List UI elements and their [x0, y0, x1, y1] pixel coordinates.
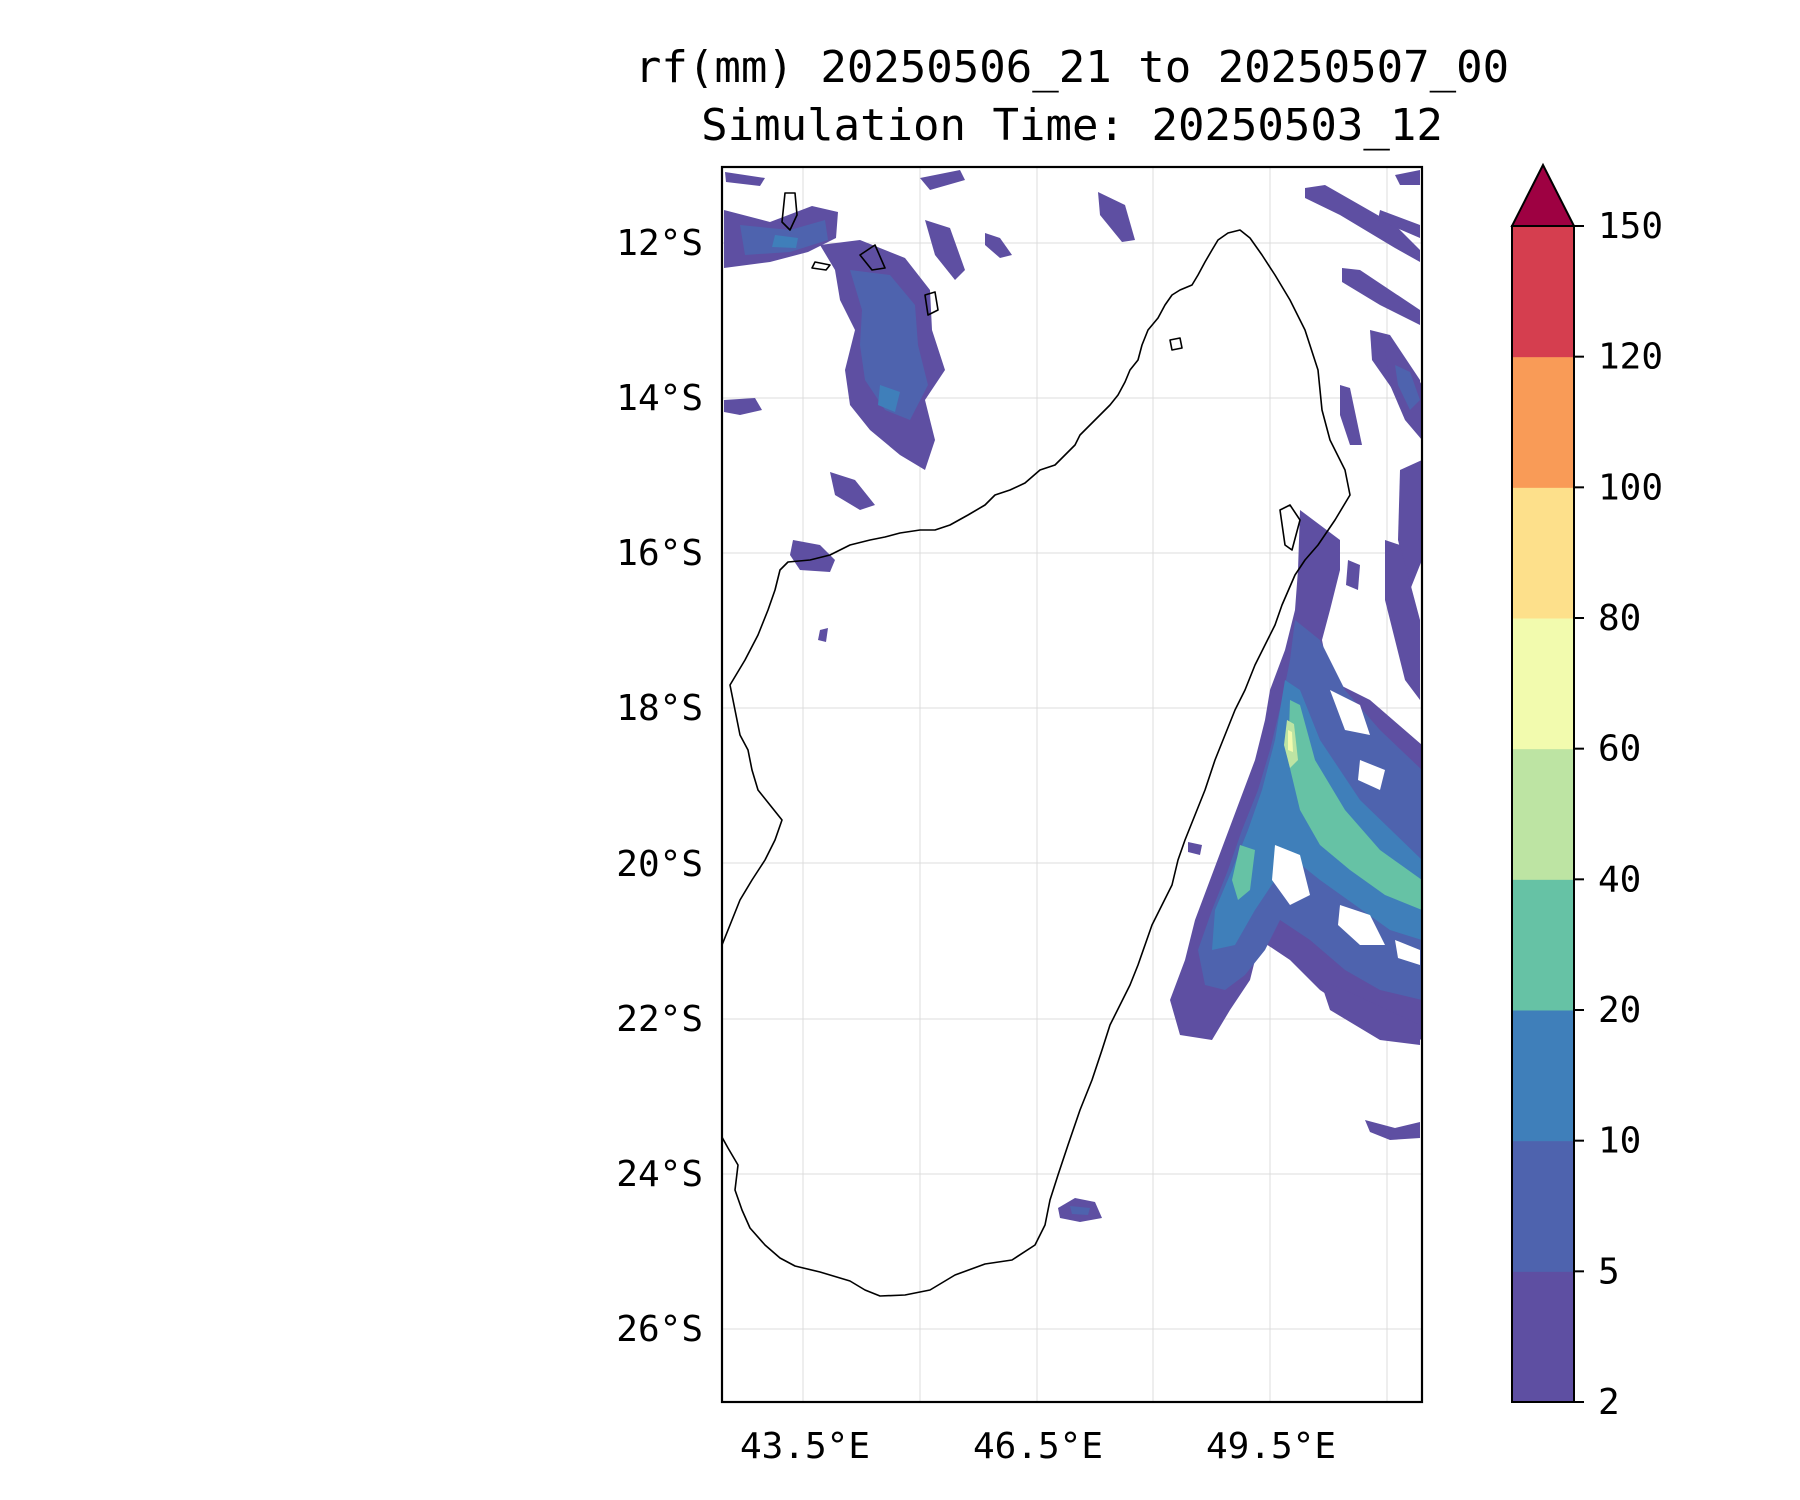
lat-tick-label: 16°S [616, 533, 703, 574]
lat-tick-label: 14°S [616, 378, 703, 419]
colorbar-tick-label: 120 [1598, 337, 1663, 378]
rain-cell [1346, 560, 1360, 590]
lon-axis: 43.5°E 46.5°E 49.5°E [740, 1426, 1336, 1467]
colorbar: 2 5 10 20 40 60 80 100 120 150 [1512, 165, 1663, 1423]
map-title: rf(mm) 20250506_21 to 20250507_00 [635, 42, 1509, 93]
lat-tick-label: 26°S [616, 1309, 703, 1350]
map-panel [682, 167, 1422, 1402]
lat-tick-label: 20°S [616, 844, 703, 885]
lat-tick-label: 12°S [616, 223, 703, 264]
colorbar-segment [1512, 1010, 1574, 1141]
lat-tick-label: 24°S [616, 1154, 703, 1195]
lon-tick-label: 49.5°E [1206, 1426, 1336, 1467]
colorbar-tick-label: 100 [1598, 467, 1663, 508]
colorbar-segment [1512, 226, 1574, 357]
colorbar-segments [1512, 226, 1574, 1403]
lat-tick-label: 22°S [616, 999, 703, 1040]
colorbar-tick-label: 2 [1598, 1382, 1620, 1423]
colorbar-tick-label: 80 [1598, 598, 1641, 639]
colorbar-tick-label: 150 [1598, 206, 1663, 247]
lon-tick-label: 46.5°E [973, 1426, 1103, 1467]
lat-axis: 12°S 14°S 16°S 18°S 20°S 22°S 24°S 26°S [616, 223, 703, 1350]
colorbar-segment [1512, 1271, 1574, 1402]
lon-tick-label: 43.5°E [740, 1426, 870, 1467]
colorbar-segment [1512, 618, 1574, 749]
map-subtitle: Simulation Time: 20250503_12 [701, 100, 1443, 151]
colorbar-tick-label: 40 [1598, 859, 1641, 900]
colorbar-tick-label: 5 [1598, 1251, 1620, 1292]
colorbar-tick-label: 20 [1598, 990, 1641, 1031]
colorbar-segment [1512, 879, 1574, 1010]
colorbar-tick-label: 10 [1598, 1121, 1641, 1162]
colorbar-ticks: 2 5 10 20 40 60 80 100 120 150 [1574, 206, 1663, 1423]
colorbar-segment [1512, 487, 1574, 618]
colorbar-segment [1512, 357, 1574, 488]
colorbar-segment [1512, 749, 1574, 880]
colorbar-extend-triangle [1512, 165, 1574, 226]
lat-tick-label: 18°S [616, 688, 703, 729]
colorbar-segment [1512, 1141, 1574, 1272]
colorbar-tick-label: 60 [1598, 729, 1641, 770]
